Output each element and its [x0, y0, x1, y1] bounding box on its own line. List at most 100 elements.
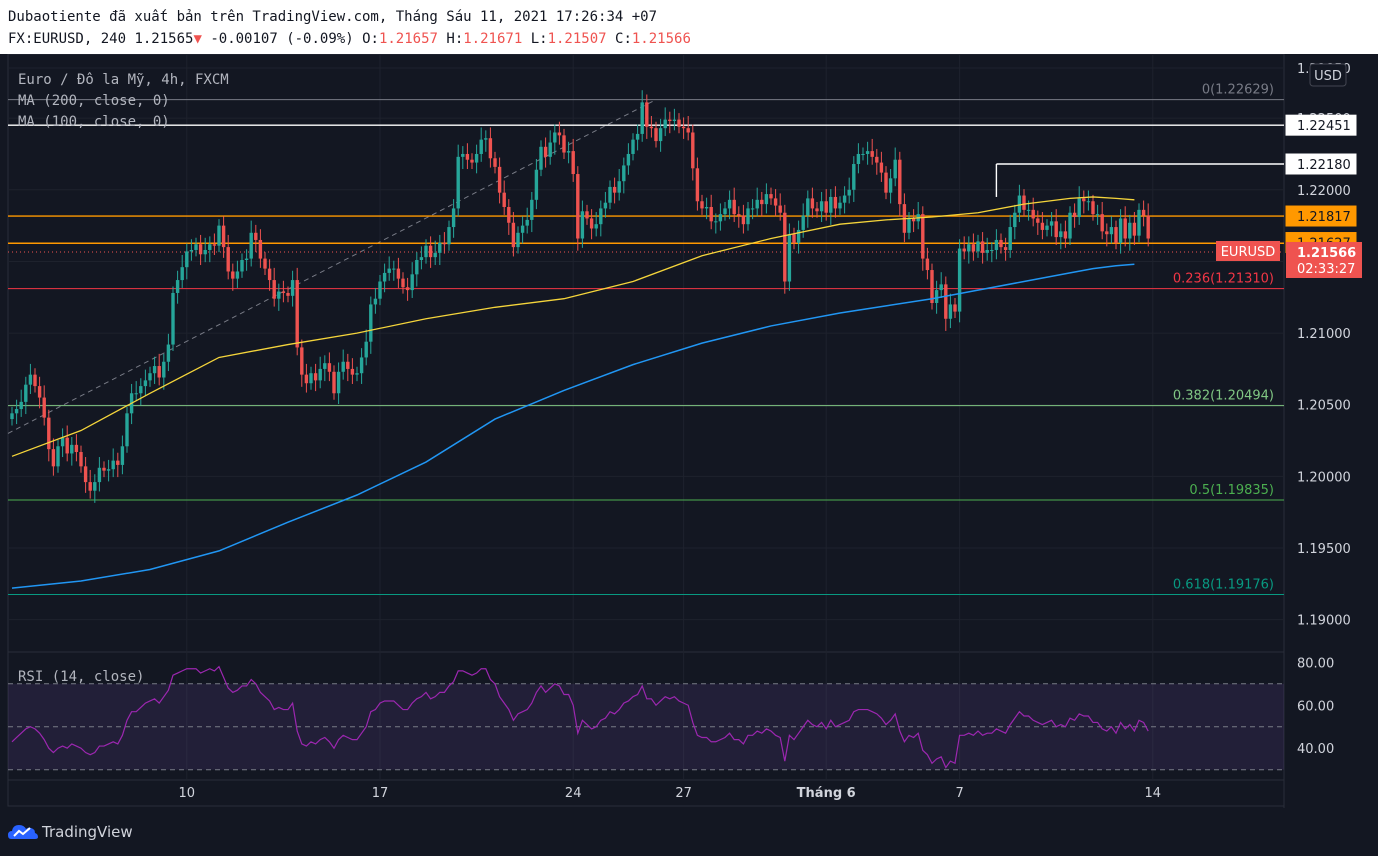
candle-body — [663, 119, 667, 129]
candle-body — [313, 373, 318, 381]
tradingview-logo-text: TradingView — [42, 823, 133, 841]
candle-body — [318, 368, 322, 381]
candle-body — [783, 212, 787, 282]
candle-body — [28, 374, 33, 385]
open-label: O: — [362, 31, 379, 47]
candle-body — [56, 446, 60, 467]
candle-body — [796, 229, 801, 243]
candle-body — [295, 280, 299, 348]
candle-body — [272, 280, 276, 299]
time-axis[interactable]: 10 17 24 27 Tháng 6 7 14 — [179, 786, 1162, 801]
time-tick-label: Tháng 6 — [797, 786, 856, 801]
candle-body — [925, 258, 930, 271]
candle-body — [217, 225, 221, 246]
tradingview-cloud-icon — [8, 825, 38, 839]
candle-body — [534, 169, 539, 200]
candle-body — [511, 222, 516, 248]
candle-body — [387, 268, 391, 273]
price-tick-label: 1.19000 — [1297, 614, 1351, 629]
high-value: 1.21671 — [463, 31, 523, 47]
candle-body — [898, 159, 902, 205]
candle-body — [1114, 227, 1118, 243]
candle-body — [999, 239, 1003, 248]
candle-body — [1036, 218, 1040, 223]
candle-body — [695, 168, 700, 202]
rsi-line — [11, 665, 1149, 769]
candle-body — [166, 344, 171, 362]
candle-body — [760, 199, 764, 205]
candle-body — [594, 224, 598, 229]
footer: TradingView — [0, 808, 1378, 856]
candle-body — [953, 304, 957, 312]
candle-body — [589, 218, 594, 229]
candle-body — [819, 201, 824, 212]
candle-body — [507, 206, 511, 223]
candle-body — [33, 374, 37, 387]
price-chart[interactable]: 0(1.22629) 0.236(1.21310) 0.382(1.20494) 0.… — [0, 54, 1378, 808]
candle-body — [530, 199, 534, 220]
candle-body — [74, 444, 79, 453]
candle-body — [1146, 215, 1150, 239]
candle-body — [631, 139, 635, 154]
ray-badge-bg — [1285, 153, 1357, 175]
candle-body — [732, 199, 736, 215]
candle-body — [691, 132, 695, 169]
rsi-tick-label: 40.00 — [1297, 742, 1334, 757]
candle-body — [139, 386, 143, 394]
candle-body — [1137, 209, 1141, 236]
hline-badge-1: 1.22451 — [1297, 119, 1351, 134]
fib-trend-line[interactable] — [7, 99, 657, 434]
candle-body — [125, 413, 129, 447]
candle-body — [346, 361, 350, 369]
candle-body — [1082, 198, 1086, 202]
currency-label: USD — [1314, 69, 1342, 84]
fib-level-label: 0(1.22629) — [1202, 83, 1274, 98]
candle-body — [1040, 222, 1045, 230]
hline-badge-2-bg — [1285, 205, 1357, 227]
fib-level-label: 0.5(1.19835) — [1189, 483, 1274, 498]
candle-body — [300, 347, 304, 375]
candle-body — [405, 287, 410, 291]
candle-body — [806, 198, 810, 216]
horizontal-lines[interactable] — [8, 124, 1284, 253]
candle-body — [369, 304, 373, 342]
close-value: 1.21566 — [631, 31, 691, 47]
candle-body — [1063, 231, 1068, 239]
currency-button[interactable]: USD — [1309, 63, 1347, 87]
candle-body — [677, 119, 681, 127]
legend-rsi: RSI (14, close) — [18, 669, 144, 685]
tradingview-logo[interactable]: TradingView — [8, 822, 133, 842]
candle-body — [824, 201, 828, 213]
time-tick-label: 27 — [675, 786, 692, 801]
candle-body — [479, 139, 483, 154]
candle-body — [764, 194, 769, 205]
candle-body — [645, 102, 649, 127]
candle-body — [484, 138, 488, 140]
candle-body — [111, 460, 115, 470]
candle-body — [106, 469, 111, 471]
candle-body — [244, 258, 249, 261]
candle-body — [451, 208, 456, 228]
candle-body — [189, 249, 194, 252]
candle-body — [833, 196, 838, 209]
price-axis[interactable]: 1.228501.225001.220001.215001.210001.205… — [1216, 62, 1362, 757]
candle-body — [332, 371, 336, 394]
legend-ma100: MA (100, close, 0) — [18, 114, 170, 130]
candle-body — [543, 146, 548, 157]
legend-ma200: MA (200, close, 0) — [18, 93, 170, 109]
candle-body — [1095, 214, 1100, 216]
ma200-line — [11, 263, 1135, 589]
candle-body — [350, 368, 355, 375]
candle-body — [668, 119, 672, 122]
candle-body — [967, 244, 971, 252]
candle-body — [980, 241, 985, 253]
candle-body — [461, 153, 465, 157]
publish-header: Dubaotiente đã xuất bản trên TradingView… — [0, 0, 1378, 54]
candle-body — [378, 281, 382, 299]
countdown-label: 02:33:27 — [1297, 262, 1355, 277]
candle-body — [382, 272, 387, 282]
fibonacci-retracement[interactable]: 0(1.22629) 0.236(1.21310) 0.382(1.20494) 0.… — [8, 83, 1284, 595]
candle-body — [773, 198, 778, 206]
candle-body — [525, 219, 529, 226]
candle-body — [97, 467, 102, 483]
